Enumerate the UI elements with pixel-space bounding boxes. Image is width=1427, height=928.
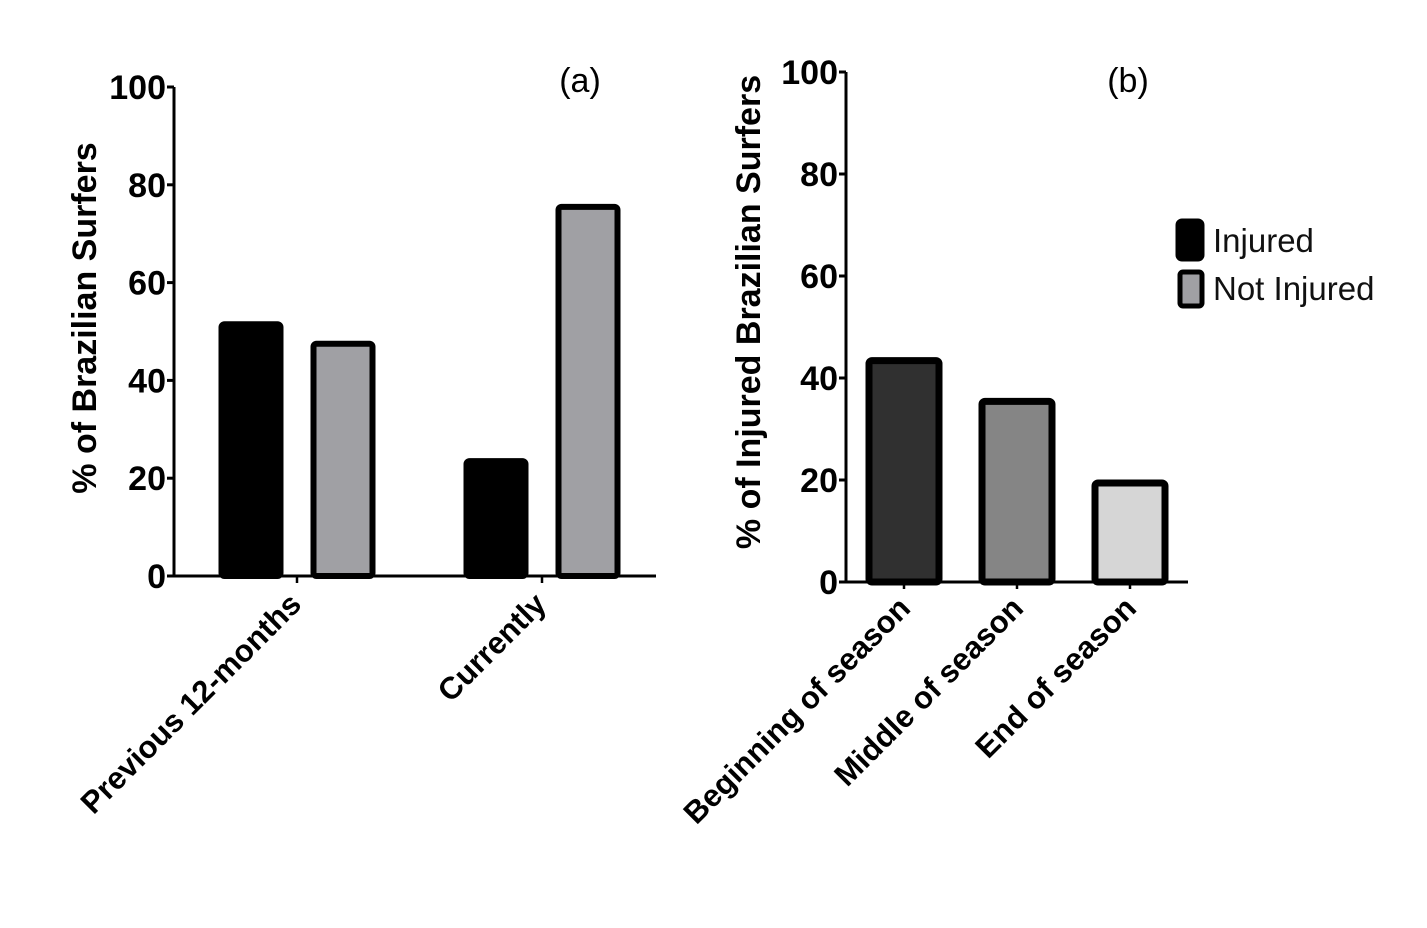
chart-b-panel-label: (b)	[1107, 62, 1149, 100]
chart-a-y-tick-label: 80	[128, 167, 166, 205]
chart-a-y-tick-label: 0	[147, 558, 166, 596]
chart-a-axes	[172, 87, 656, 578]
legend-swatch-not-injured	[1177, 269, 1205, 309]
bar-middle-of-season	[978, 397, 1056, 586]
chart-a-y-axis-title: % of Brazilian Surfers	[66, 142, 104, 493]
legend-label-injured: Injured	[1213, 222, 1314, 259]
chart-b-y-tick-label: 20	[800, 462, 838, 500]
chart-a-y-tick-label: 40	[128, 362, 166, 400]
chart-b-y-tick-label: 80	[800, 156, 838, 194]
chart-b-y-tick-label: 0	[819, 564, 838, 602]
bar-currently-not-injured	[555, 203, 621, 580]
bar-previous-12-months-not-injured	[310, 340, 376, 579]
chart-a-y-tick-label: 60	[128, 265, 166, 303]
chart-a-bars	[218, 203, 621, 580]
chart-a-y-tick-label: 100	[109, 69, 166, 107]
bar-beginning-of-season	[865, 357, 943, 586]
chart-b-y-axis-title: % of Injured Brazilian Surfers	[730, 75, 768, 549]
chart-b-bars	[865, 357, 1169, 586]
chart-a-y-tick-label: 20	[128, 460, 166, 498]
bar-end-of-season	[1091, 479, 1169, 586]
chart-a-panel-label: (a)	[559, 62, 601, 100]
chart-b-y-tick-label: 60	[800, 258, 838, 296]
legend: Injured Not Injured	[1175, 218, 1374, 309]
chart-b-y-tick-label: 40	[800, 360, 838, 398]
chart-a-y-ticks: 0 20 40 60 80 100	[109, 69, 174, 596]
bar-previous-12-months-injured	[218, 321, 284, 579]
chart-b-y-tick-label: 100	[781, 54, 838, 92]
bar-currently-injured	[463, 458, 529, 580]
legend-label-not-injured: Not Injured	[1213, 270, 1374, 307]
legend-swatch-injured	[1175, 218, 1205, 262]
chart-b-y-ticks: 0 20 40 60 80 100	[781, 54, 846, 602]
